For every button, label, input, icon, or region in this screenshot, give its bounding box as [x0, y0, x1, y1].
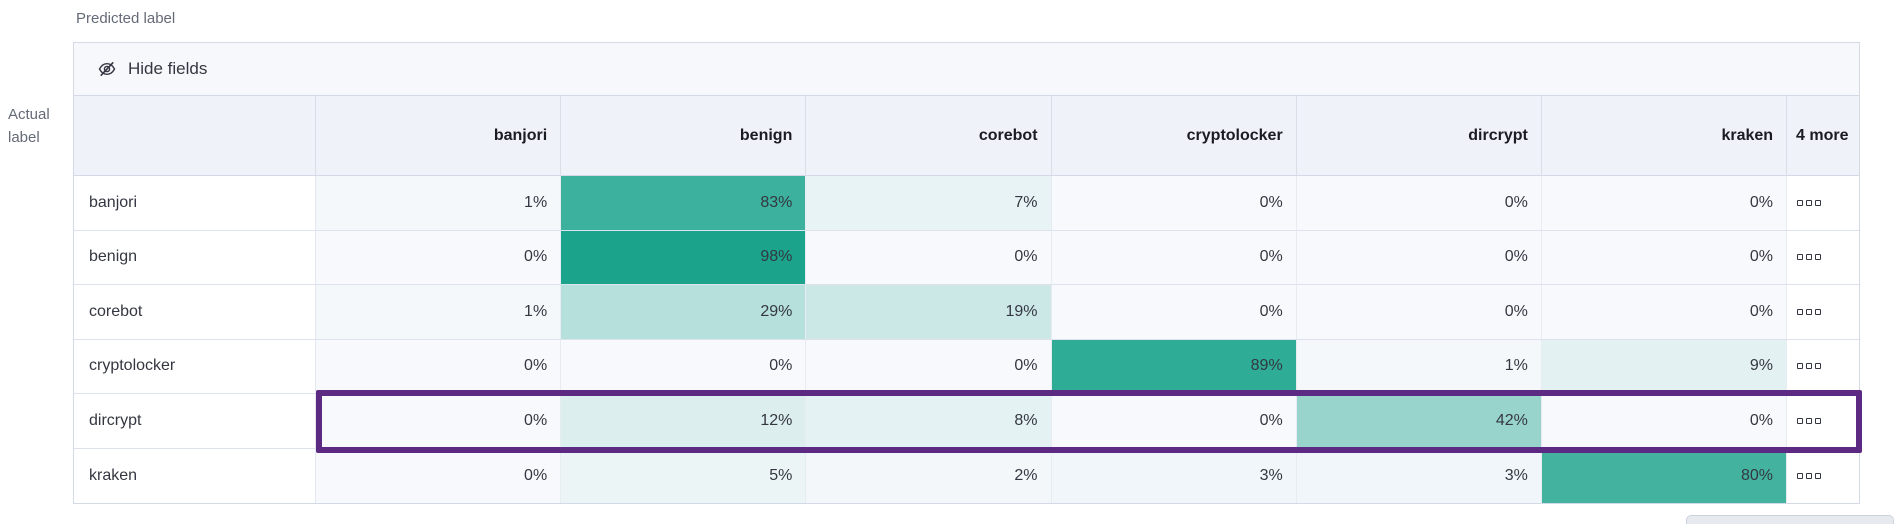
cell-cryptolocker-kraken: 9%	[1541, 339, 1788, 393]
ellipsis-squares-icon	[1797, 308, 1804, 315]
cell-cryptolocker-benign: 0%	[561, 339, 807, 393]
cell-corebot-cryptolocker: 0%	[1051, 285, 1297, 339]
row-more-button-benign[interactable]	[1787, 230, 1860, 284]
cell-benign-benign: 98%	[561, 230, 807, 284]
cell-dircrypt-corebot: 8%	[806, 394, 1052, 448]
matrix-row-cryptolocker: cryptolocker 0% 0% 0% 89% 1% 9%	[74, 339, 1860, 394]
cell-benign-cryptolocker: 0%	[1051, 230, 1297, 284]
matrix-row-banjori: banjori 1% 83% 7% 0% 0% 0%	[74, 176, 1860, 231]
matrix-row-benign: benign 0% 98% 0% 0% 0% 0%	[74, 230, 1860, 285]
actual-label: Actual label	[8, 106, 50, 147]
ellipsis-squares-icon	[1797, 472, 1804, 479]
cell-kraken-benign: 5%	[561, 448, 807, 503]
hide-fields-label: Hide fields	[128, 59, 208, 78]
cell-kraken-corebot: 2%	[806, 448, 1052, 503]
row-label-cryptolocker: cryptolocker	[74, 339, 316, 393]
cell-benign-kraken: 0%	[1541, 230, 1788, 284]
cell-dircrypt-benign: 12%	[561, 394, 807, 448]
cell-kraken-dircrypt: 3%	[1296, 448, 1542, 503]
eye-closed-icon	[98, 61, 116, 77]
row-label-banjori: banjori	[74, 176, 316, 230]
cell-benign-corebot: 0%	[806, 230, 1052, 284]
ellipsis-squares-icon	[1815, 417, 1822, 424]
column-header-banjori[interactable]: banjori	[316, 96, 562, 175]
cell-banjori-corebot: 7%	[806, 176, 1052, 230]
cell-dircrypt-cryptolocker: 0%	[1051, 394, 1297, 448]
cell-kraken-cryptolocker: 3%	[1051, 448, 1297, 503]
ellipsis-squares-icon	[1797, 199, 1804, 206]
column-header-dircrypt[interactable]: dircrypt	[1297, 96, 1542, 175]
column-header-corebot[interactable]: corebot	[806, 96, 1052, 175]
row-more-button-kraken[interactable]	[1787, 448, 1860, 503]
ellipsis-squares-icon	[1806, 417, 1813, 424]
cell-cryptolocker-banjori: 0%	[316, 339, 562, 393]
cell-corebot-banjori: 1%	[316, 285, 562, 339]
matrix-header-row: banjori benign corebot cryptolocker dircrypt…	[74, 96, 1859, 176]
ellipsis-squares-icon	[1815, 199, 1822, 206]
cell-dircrypt-banjori: 0%	[316, 394, 562, 448]
column-header-benign[interactable]: benign	[561, 96, 807, 175]
cell-banjori-dircrypt: 0%	[1296, 176, 1542, 230]
row-label-benign: benign	[74, 230, 316, 284]
row-label-corebot: corebot	[74, 285, 316, 339]
row-label-dircrypt: dircrypt	[74, 394, 316, 448]
cell-banjori-kraken: 0%	[1541, 176, 1788, 230]
hide-fields-button[interactable]: Hide fields	[74, 43, 1859, 96]
ellipsis-squares-icon	[1815, 472, 1822, 479]
cell-cryptolocker-cryptolocker: 89%	[1051, 339, 1297, 393]
row-label-kraken: kraken	[74, 448, 316, 503]
predicted-label: Predicted label	[76, 10, 176, 27]
ellipsis-squares-icon	[1815, 363, 1822, 370]
row-more-button-dircrypt[interactable]	[1787, 394, 1860, 448]
ellipsis-squares-icon	[1806, 254, 1813, 261]
cell-corebot-corebot: 19%	[806, 285, 1052, 339]
more-columns-header[interactable]: 4 more	[1796, 126, 1849, 144]
confusion-matrix-panel: Hide fields banjori benign corebot cryptolo…	[73, 42, 1862, 504]
ellipsis-squares-icon	[1806, 363, 1813, 370]
cell-benign-banjori: 0%	[316, 230, 562, 284]
cell-kraken-banjori: 0%	[316, 448, 562, 503]
matrix-rows: banjori 1% 83% 7% 0% 0% 0% benign 0% 98% 0% 0% 0% 0% c…	[74, 176, 1860, 503]
ellipsis-squares-icon	[1797, 254, 1804, 261]
matrix-row-corebot: corebot 1% 29% 19% 0% 0% 0%	[74, 285, 1860, 340]
ellipsis-squares-icon	[1797, 417, 1804, 424]
cell-dircrypt-dircrypt: 42%	[1296, 394, 1542, 448]
ellipsis-squares-icon	[1806, 308, 1813, 315]
cell-benign-dircrypt: 0%	[1296, 230, 1542, 284]
cropped-element-bottom-right	[1686, 515, 1894, 524]
matrix-corner-cell	[74, 96, 316, 175]
cell-corebot-dircrypt: 0%	[1296, 285, 1542, 339]
matrix-row-kraken: kraken 0% 5% 2% 3% 3% 80%	[74, 448, 1860, 503]
cell-corebot-kraken: 0%	[1541, 285, 1788, 339]
row-more-button-corebot[interactable]	[1787, 285, 1860, 339]
cell-cryptolocker-dircrypt: 1%	[1296, 339, 1542, 393]
cell-banjori-benign: 83%	[561, 176, 807, 230]
ellipsis-squares-icon	[1806, 472, 1813, 479]
row-more-button-cryptolocker[interactable]	[1787, 339, 1860, 393]
column-header-kraken[interactable]: kraken	[1542, 96, 1788, 175]
cell-dircrypt-kraken: 0%	[1541, 394, 1788, 448]
ellipsis-squares-icon	[1815, 254, 1822, 261]
cell-kraken-kraken: 80%	[1541, 448, 1788, 503]
ellipsis-squares-icon	[1806, 199, 1813, 206]
cell-cryptolocker-corebot: 0%	[806, 339, 1052, 393]
column-header-cryptolocker[interactable]: cryptolocker	[1052, 96, 1297, 175]
ellipsis-squares-icon	[1815, 308, 1822, 315]
ellipsis-squares-icon	[1797, 363, 1804, 370]
cell-corebot-benign: 29%	[561, 285, 807, 339]
cell-banjori-cryptolocker: 0%	[1051, 176, 1297, 230]
row-more-button-banjori[interactable]	[1787, 176, 1860, 230]
cell-banjori-banjori: 1%	[316, 176, 562, 230]
matrix-row-dircrypt: dircrypt 0% 12% 8% 0% 42% 0%	[74, 394, 1860, 449]
